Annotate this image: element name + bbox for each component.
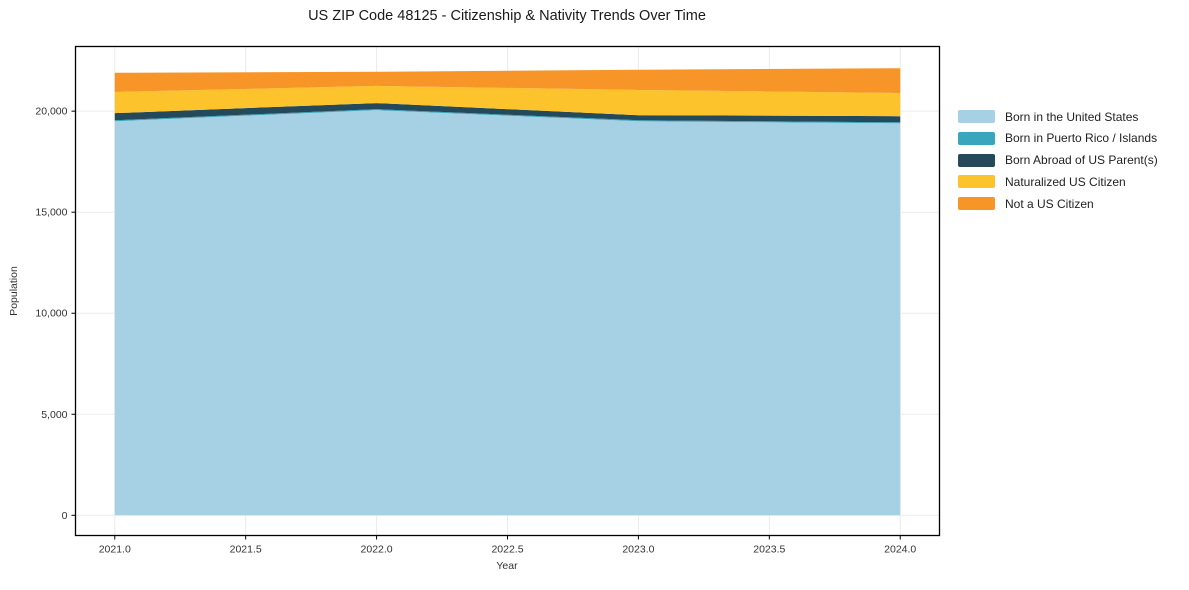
y-axis-tick-label: 5,000 xyxy=(41,409,67,421)
x-axis-tick-label: 2021.5 xyxy=(230,544,262,556)
y-axis-tick-label: 15,000 xyxy=(35,207,67,219)
legend-swatch xyxy=(958,110,995,123)
area-series-1 xyxy=(114,109,901,124)
area-series-group xyxy=(114,68,901,516)
x-axis-label: Year xyxy=(496,560,518,572)
x-axis-tick-label: 2023.5 xyxy=(753,544,785,556)
legend-item: Naturalized US Citizen xyxy=(958,174,1158,189)
x-axis-tick-label: 2021.0 xyxy=(99,544,131,556)
x-axis-tick-label: 2022.0 xyxy=(361,544,393,556)
y-axis-tick-label: 0 xyxy=(62,510,68,522)
axis-ticks: 2021.0 2021.5 2022.0 2022.5 2023.0 2023.5 2024… xyxy=(35,106,916,556)
x-axis-tick-label: 2022.5 xyxy=(491,544,523,556)
legend-item: Born in the United States xyxy=(958,109,1158,124)
legend-swatch xyxy=(958,197,995,211)
x-axis-tick-label: 2024.0 xyxy=(884,544,916,556)
area-series-4 xyxy=(114,68,901,93)
legend-label: Not a US Citizen xyxy=(1005,196,1094,211)
legend-item: Not a US Citizen xyxy=(958,196,1158,211)
legend: Born in the United States Born in Puerto … xyxy=(958,110,1158,219)
legend-swatch xyxy=(958,131,995,145)
legend-item: Born Abroad of US Parent(s) xyxy=(958,153,1158,168)
legend-item: Born in Puerto Rico / Islands xyxy=(958,131,1158,146)
chart-title: US ZIP Code 48125 - Citizenship & Nativi… xyxy=(308,8,706,24)
legend-label: Born in Puerto Rico / Islands xyxy=(1005,131,1158,146)
area-series-3 xyxy=(114,85,901,117)
y-axis-label: Population xyxy=(8,266,20,316)
area-series-0 xyxy=(114,110,901,516)
legend-swatch xyxy=(958,153,995,167)
area-series-2 xyxy=(114,103,901,123)
legend-swatch xyxy=(958,175,995,189)
legend-label: Born Abroad of US Parent(s) xyxy=(1005,153,1158,168)
x-axis-tick-label: 2023.0 xyxy=(622,544,654,556)
y-axis-tick-label: 20,000 xyxy=(35,106,67,118)
y-axis-tick-label: 10,000 xyxy=(35,308,67,320)
legend-label: Naturalized US Citizen xyxy=(1005,174,1126,189)
legend-label: Born in the United States xyxy=(1005,109,1139,124)
